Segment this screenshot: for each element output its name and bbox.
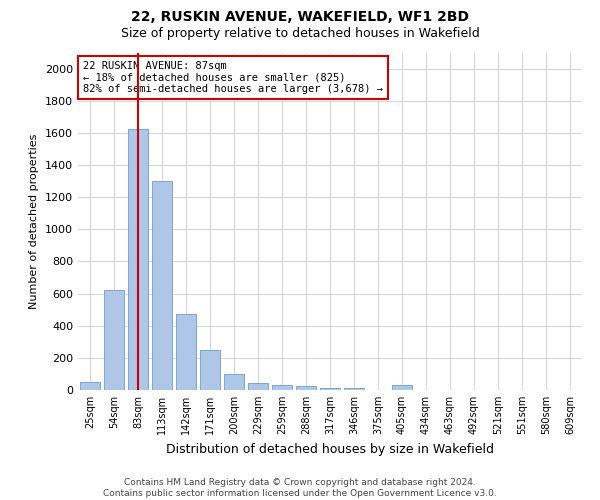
Text: 22 RUSKIN AVENUE: 87sqm
← 18% of detached houses are smaller (825)
82% of semi-d: 22 RUSKIN AVENUE: 87sqm ← 18% of detache… bbox=[83, 61, 383, 94]
Bar bbox=[80, 382, 100, 390]
Text: 22, RUSKIN AVENUE, WAKEFIELD, WF1 2BD: 22, RUSKIN AVENUE, WAKEFIELD, WF1 2BD bbox=[131, 10, 469, 24]
Bar bbox=[152, 181, 172, 390]
Bar bbox=[344, 388, 364, 390]
Bar bbox=[200, 350, 220, 390]
Bar bbox=[248, 383, 268, 390]
Bar bbox=[392, 385, 412, 390]
Bar bbox=[320, 388, 340, 390]
Bar bbox=[104, 290, 124, 390]
Bar bbox=[128, 129, 148, 390]
Y-axis label: Number of detached properties: Number of detached properties bbox=[29, 134, 40, 309]
Bar bbox=[176, 314, 196, 390]
Bar bbox=[272, 385, 292, 390]
Text: Contains HM Land Registry data © Crown copyright and database right 2024.
Contai: Contains HM Land Registry data © Crown c… bbox=[103, 478, 497, 498]
X-axis label: Distribution of detached houses by size in Wakefield: Distribution of detached houses by size … bbox=[166, 442, 494, 456]
Bar bbox=[296, 386, 316, 390]
Bar bbox=[224, 374, 244, 390]
Text: Size of property relative to detached houses in Wakefield: Size of property relative to detached ho… bbox=[121, 28, 479, 40]
